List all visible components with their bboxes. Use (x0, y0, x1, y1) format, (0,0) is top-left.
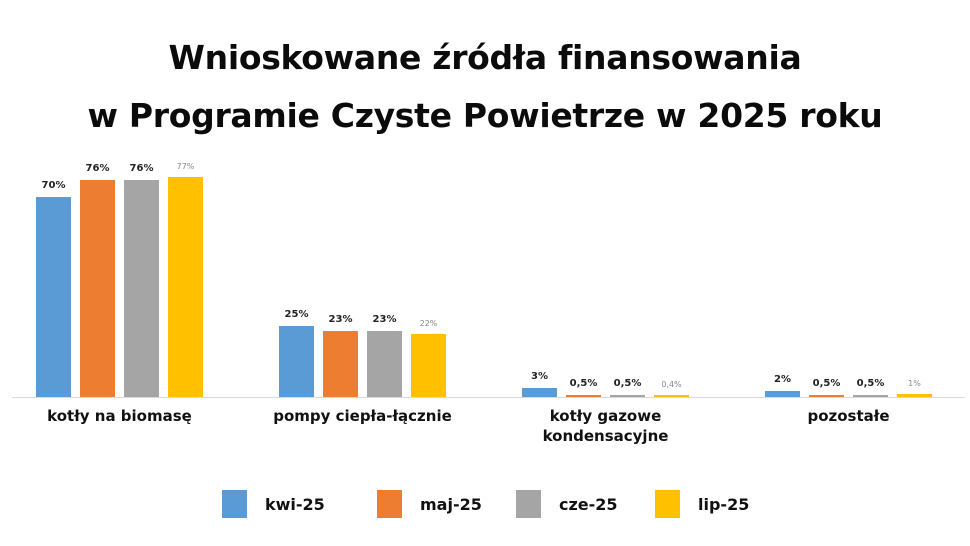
data-label: 0,5% (569, 377, 598, 389)
data-label: 3% (531, 371, 548, 383)
data-label: 23% (328, 314, 353, 326)
data-label: 77% (176, 162, 195, 171)
bar-lip-25 (654, 394, 689, 397)
legend-swatch-kwi-25 (222, 490, 247, 518)
bar-cze-25 (610, 394, 645, 397)
data-label: 0,5% (812, 377, 841, 389)
data-label: 1% (908, 379, 921, 389)
category-label: pozostałe (807, 407, 890, 425)
data-label: 2% (774, 374, 791, 386)
legend-swatch-maj-25 (377, 490, 402, 518)
x-axis-line (12, 397, 965, 398)
category-label: kotły na biomasę (47, 407, 192, 425)
bar-kwi-25 (765, 391, 800, 397)
chart-title-line-2: w Programie Czyste Powietrze w 2025 roku (87, 96, 883, 135)
bar-lip-25 (411, 334, 446, 397)
bar-cze-25 (853, 394, 888, 397)
legend-item-cze-25: cze-25 (516, 490, 618, 518)
data-label: 70% (41, 180, 66, 191)
bar-kwi-25 (279, 325, 314, 397)
chart-legend: kwi-25 maj-25 cze-25 lip-25 (0, 490, 970, 520)
bar-kwi-25 (522, 388, 557, 397)
data-label: 0,4% (661, 379, 682, 389)
data-label: 23% (372, 314, 397, 326)
chart-title-line-1: Wnioskowane źródła finansowania (168, 38, 802, 77)
data-label: 0,5% (856, 377, 885, 389)
legend-item-maj-25: maj-25 (377, 490, 482, 518)
legend-label: kwi-25 (265, 494, 325, 514)
data-label: 76% (85, 162, 110, 174)
data-label: 25% (284, 308, 309, 320)
category-label: kotły gazowe kondensacyjne (542, 407, 669, 445)
legend-swatch-lip-25 (655, 490, 680, 518)
legend-label: maj-25 (420, 494, 482, 514)
bar-kwi-25 (36, 197, 71, 397)
legend-item-kwi-25: kwi-25 (222, 490, 325, 518)
legend-label: cze-25 (559, 494, 618, 514)
bar-maj-25 (80, 179, 115, 397)
category-label: pompy ciepła-łącznie (273, 407, 452, 425)
bar-lip-25 (168, 177, 203, 397)
bar-lip-25 (897, 394, 932, 397)
bar-cze-25 (124, 179, 159, 397)
bar-maj-25 (323, 331, 358, 397)
legend-item-lip-25: lip-25 (655, 490, 749, 518)
bar-maj-25 (566, 394, 601, 397)
legend-swatch-cze-25 (516, 490, 541, 518)
data-label: 22% (419, 319, 438, 329)
bar-cze-25 (367, 331, 402, 397)
data-label: 0,5% (613, 377, 642, 389)
bar-maj-25 (809, 394, 844, 397)
legend-label: lip-25 (698, 494, 750, 514)
data-label: 76% (129, 162, 154, 174)
